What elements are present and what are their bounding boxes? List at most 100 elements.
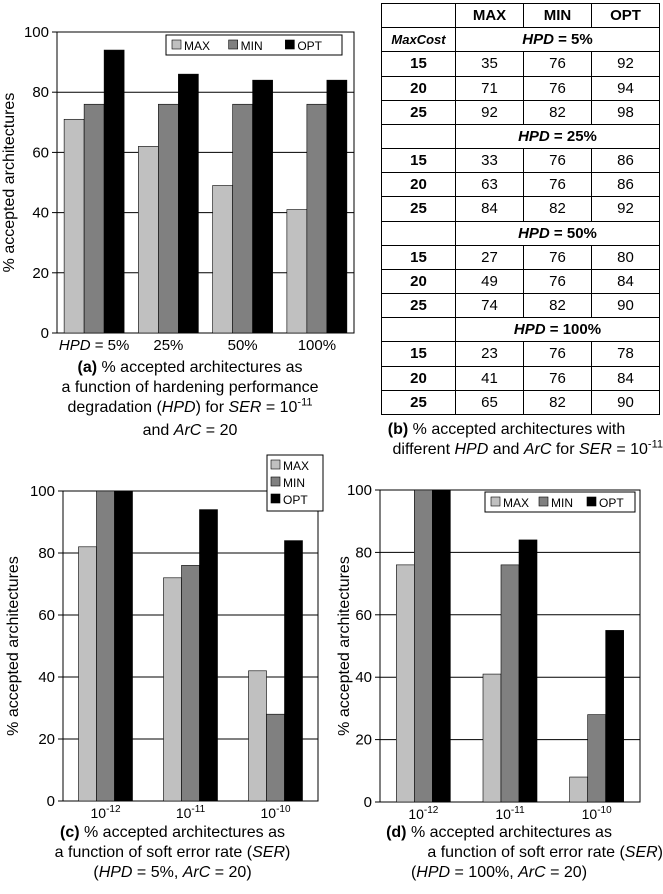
- hpd-value: = 50%: [549, 224, 597, 242]
- legend-label-max: MAX: [283, 459, 309, 473]
- x-tick-label: 50%: [228, 337, 258, 354]
- caption-b-text: different: [392, 441, 455, 458]
- caption-c-tag: (c): [60, 824, 80, 841]
- x-tick-label: 10-10: [582, 805, 612, 822]
- caption-b-arc: ArC: [523, 441, 552, 458]
- value-cell: 84: [455, 196, 524, 222]
- bar-max: [482, 673, 502, 803]
- x-tick-label-part: 10: [408, 806, 424, 822]
- bar-opt: [114, 490, 133, 802]
- column-header: OPT: [591, 2, 660, 29]
- value-cell: 23: [455, 341, 524, 367]
- value-cell: 90: [591, 389, 660, 416]
- y-axis-label: % accepted architectures: [336, 556, 353, 736]
- caption-b-text: for: [551, 441, 579, 458]
- value-cell: 71: [455, 75, 524, 101]
- legend-label-min: MIN: [241, 39, 263, 53]
- caption-a-text: = 10: [261, 399, 298, 416]
- bar-min: [414, 489, 433, 803]
- y-axis-label: % accepted architectures: [5, 556, 22, 736]
- caption-d-hpd: HPD: [416, 864, 451, 881]
- chart-a: 0 20 40 60 80 100 HPD = 5% 25% 50% 100% % accepted…: [1, 24, 355, 354]
- caption-c-text: (: [93, 864, 99, 881]
- value-cell: 27: [455, 244, 524, 270]
- y-tick-label: 20: [355, 732, 372, 749]
- x-tick-label-part: -10: [276, 804, 291, 815]
- bar-min: [232, 103, 253, 334]
- y-tick-label: 40: [38, 669, 55, 686]
- legend-label-min: MIN: [551, 496, 573, 510]
- hpd-label: HPD: [513, 321, 546, 339]
- caption-c: (c) % accepted architectures as a functi…: [0, 823, 345, 883]
- value-cell: 82: [523, 196, 592, 222]
- y-tick-label: 80: [355, 544, 372, 561]
- caption-c-text: = 5%,: [132, 864, 183, 881]
- caption-a: (a) % accepted architectures as a functi…: [0, 358, 380, 441]
- y-tick-label: 80: [38, 545, 55, 562]
- x-tick-label: 25%: [153, 337, 183, 354]
- x-tick-label: 10-12: [408, 805, 438, 822]
- caption-b: (b) % accepted architectures with: [350, 420, 663, 440]
- bar-max: [396, 564, 415, 803]
- row-header-label: MaxCost: [381, 27, 456, 53]
- value-cell: 33: [455, 148, 524, 174]
- bar-max: [569, 776, 588, 803]
- column-header: [381, 2, 456, 29]
- table-row: 20 41 76 84: [381, 365, 660, 391]
- caption-c-ser: SER: [252, 844, 285, 861]
- legend-swatch-opt: [586, 496, 597, 507]
- value-cell: 76: [523, 268, 592, 295]
- bar-min: [266, 713, 285, 802]
- bar-opt: [432, 489, 451, 803]
- value-cell: 76: [523, 75, 592, 101]
- max-cost-cell: 20: [381, 172, 456, 198]
- x-tick-label-part: -10: [597, 805, 612, 816]
- bar-max: [248, 670, 267, 802]
- y-tick-label: 20: [32, 265, 49, 282]
- table-empty-cell: [381, 123, 456, 150]
- legend-label-min: MIN: [283, 476, 305, 490]
- y-axis-label: % accepted architectures: [1, 93, 18, 273]
- caption-d: (d) % accepted architectures as a functi…: [335, 823, 663, 883]
- bar-opt: [199, 509, 218, 802]
- x-tick-label: 10-11: [176, 804, 206, 821]
- legend-swatch-max: [490, 496, 501, 507]
- value-cell: 82: [523, 293, 592, 319]
- caption-a-text: = 20: [201, 422, 238, 439]
- bar-min: [158, 103, 179, 334]
- caption-d-text: ): [657, 844, 663, 861]
- x-tick-label-part: -12: [106, 804, 121, 815]
- legend-swatch-opt: [285, 39, 295, 50]
- caption-c-line1: % accepted architectures as: [79, 824, 285, 841]
- bar-opt: [284, 540, 303, 802]
- value-cell: 65: [455, 389, 524, 416]
- x-tick-label: HPD = 5%: [59, 337, 129, 354]
- y-tick-label: 100: [30, 483, 55, 500]
- caption-a-tag: (a): [77, 359, 98, 376]
- value-cell: 98: [591, 99, 660, 125]
- value-cell: 84: [591, 268, 660, 295]
- legend-label-opt: OPT: [297, 39, 322, 53]
- caption-a-ser: SER: [228, 399, 262, 416]
- table-group-row: HPD = 100%: [381, 317, 660, 343]
- caption-d-text: = 20): [545, 864, 588, 881]
- table-row: 25 74 82 90: [381, 293, 660, 319]
- bar-opt: [178, 73, 199, 334]
- y-tick-label: 0: [41, 325, 49, 342]
- caption-a-exponent: -11: [297, 396, 313, 409]
- caption-b-hpd: HPD: [454, 441, 489, 458]
- table-header-row: MAX MIN OPT: [381, 2, 660, 29]
- hpd-label: HPD: [518, 224, 550, 242]
- bar-opt: [103, 49, 125, 334]
- caption-b-tag: (b): [387, 421, 409, 438]
- value-cell: 92: [455, 99, 524, 125]
- max-cost-cell: 25: [381, 389, 456, 416]
- value-cell: 90: [591, 293, 660, 319]
- value-cell: 76: [523, 341, 592, 367]
- caption-d-ser: SER: [624, 844, 658, 861]
- value-cell: 92: [591, 51, 660, 77]
- y-tick-label: 20: [38, 731, 55, 748]
- bar-min: [306, 103, 328, 334]
- x-tick-label: 10-11: [495, 805, 525, 822]
